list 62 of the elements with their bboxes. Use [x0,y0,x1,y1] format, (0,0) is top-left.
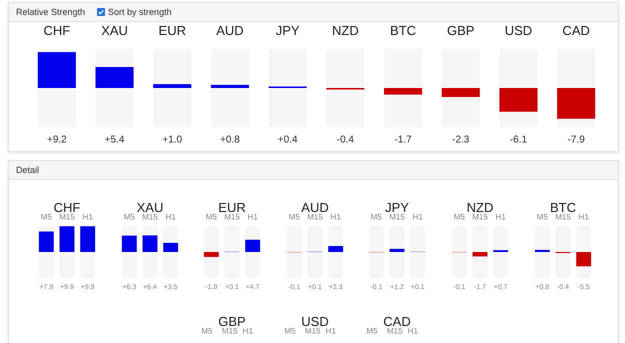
x-tick-label: EUR [158,23,186,38]
text: H1 [408,326,419,336]
x-tick-label: M15 [307,212,324,222]
x-tick-label: H1 [496,212,506,222]
x-tick-label: M5 [454,212,466,222]
x-tick-label: CHF [43,23,70,38]
data-label: -7.9 [568,134,586,146]
bar [153,84,192,88]
data-label: +0.8 [220,134,240,146]
text: H1 [242,326,254,336]
x-tick-label: M15 [224,212,241,222]
text: CAD [384,314,412,329]
text: Detail [16,165,40,175]
x-tick-label: H1 [412,212,424,222]
x-tick-label: NZD [332,23,359,38]
bar [442,88,480,97]
x-tick-label: AUD [216,23,244,38]
bar [499,88,538,112]
text: M15 [304,326,321,336]
data-label: -1.7 [394,134,412,146]
x-tick-label: M15 [554,212,571,222]
x-tick-label: XAU [101,23,128,38]
x-tick-label: M5 [40,212,52,222]
text: USD [301,314,329,329]
x-tick-label: H1 [330,212,342,222]
bar [210,84,249,88]
x-tick-label: M5 [206,212,218,222]
data-label: -0.4 [336,134,354,146]
text: H1 [325,326,336,336]
data-label: +5.4 [104,134,125,146]
text: Sort by strength [108,7,172,17]
x-tick-label: M15 [390,212,406,222]
x-tick-label: M5 [371,212,383,222]
x-tick-label: M5 [536,212,548,222]
x-tick-label: M5 [123,212,136,222]
x-tick-label: BTC [390,23,416,38]
text: M5 [284,326,296,336]
text: M5 [202,326,214,336]
x-tick-label: M15 [142,212,158,222]
data-label: +1.0 [162,134,183,146]
bar [384,88,422,95]
text: GBP [218,314,246,329]
x-tick-label: M5 [288,212,300,222]
data-label: -6.1 [510,134,528,146]
text: M5 [366,326,378,336]
x-tick-label: GBP [447,23,474,38]
x-tick-label: USD [504,23,532,38]
text: M15 [387,326,404,336]
chart-title: Relative Strength [16,7,86,17]
x-tick-label: H1 [165,212,176,222]
bar [96,66,134,88]
x-tick-label: M15 [472,212,488,222]
x-tick-label: H1 [82,212,94,222]
x-tick-label: M15 [59,212,76,222]
x-tick-label: H1 [248,212,259,222]
data-label: +9.2 [46,134,68,146]
x-tick-label: CAD [562,23,590,38]
x-tick-label: JPY [276,23,300,38]
data-label: -2.3 [452,134,470,146]
data-label: +0.4 [278,134,298,146]
text: M15 [222,326,238,336]
x-tick-label: H1 [578,212,589,222]
